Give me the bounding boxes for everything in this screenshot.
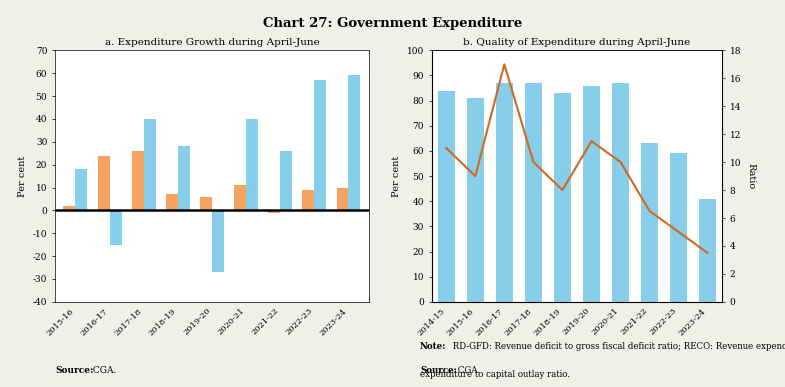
- Bar: [212, 211, 224, 272]
- Text: CGA.: CGA.: [90, 366, 117, 375]
- Bar: [166, 194, 178, 211]
- Text: Source:: Source:: [420, 366, 457, 375]
- Bar: [200, 197, 212, 211]
- Bar: [337, 188, 349, 211]
- Text: Note:: Note:: [420, 342, 447, 351]
- Text: expenditure to capital outlay ratio.: expenditure to capital outlay ratio.: [420, 370, 570, 378]
- Bar: [349, 75, 360, 211]
- Text: RD-GFD: Revenue deficit to gross fiscal deficit ratio; RECO: Revenue expenditure: RD-GFD: Revenue deficit to gross fiscal …: [450, 342, 785, 351]
- Title: a. Expenditure Growth during April-June: a. Expenditure Growth during April-June: [104, 38, 319, 47]
- Bar: [699, 199, 717, 302]
- Bar: [314, 80, 327, 211]
- Bar: [670, 153, 688, 302]
- Bar: [437, 91, 455, 302]
- Y-axis label: Ratio: Ratio: [747, 163, 755, 189]
- Y-axis label: Per cent: Per cent: [18, 156, 27, 197]
- Bar: [582, 86, 601, 302]
- Bar: [524, 83, 542, 302]
- Bar: [132, 151, 144, 211]
- Text: Source:: Source:: [55, 366, 93, 375]
- Bar: [64, 206, 75, 211]
- Bar: [553, 93, 571, 302]
- Text: Chart 27: Government Expenditure: Chart 27: Government Expenditure: [263, 17, 522, 31]
- Bar: [75, 169, 87, 211]
- Bar: [495, 83, 513, 302]
- Bar: [641, 143, 659, 302]
- Text: CGA.: CGA.: [455, 366, 480, 375]
- Title: b. Quality of Expenditure during April-June: b. Quality of Expenditure during April-J…: [463, 38, 691, 47]
- Bar: [302, 190, 314, 211]
- Bar: [234, 185, 246, 211]
- Bar: [466, 98, 484, 302]
- Bar: [612, 83, 630, 302]
- Bar: [178, 146, 190, 211]
- Bar: [280, 151, 292, 211]
- Bar: [144, 119, 155, 211]
- Bar: [110, 211, 122, 245]
- Bar: [268, 211, 280, 213]
- Y-axis label: Per cent: Per cent: [392, 156, 401, 197]
- Bar: [97, 156, 110, 211]
- Bar: [246, 119, 258, 211]
